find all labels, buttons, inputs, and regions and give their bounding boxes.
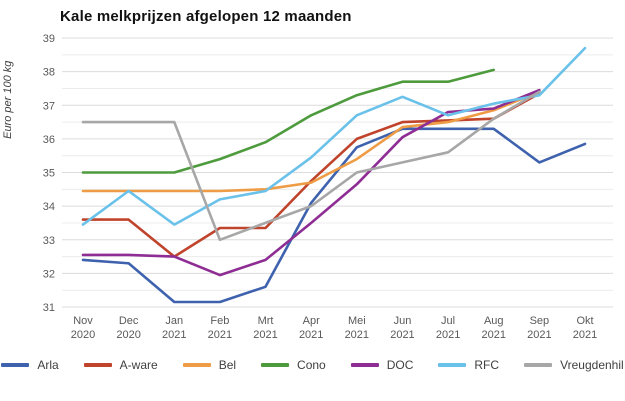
x-tick-label: Jul 2021: [436, 315, 460, 341]
legend-item-bel: Bel: [182, 358, 237, 372]
x-tick-label: Mei 2021: [345, 315, 369, 341]
y-tick-label: 35: [43, 168, 55, 180]
y-tick-label: 37: [43, 100, 55, 112]
legend-swatch-icon: [83, 363, 112, 367]
y-tick-label: 34: [43, 201, 55, 213]
x-tick-label: Jan 2021: [162, 315, 186, 341]
legend-label: DOC: [386, 358, 414, 372]
plot-area: 31 32 33 34 35 36 37 38 39 Nov 2020 Dec 2020 Jan 2021 F…: [43, 33, 613, 341]
series-line-arla: [81, 127, 587, 304]
legend-item-doc: DOC: [350, 358, 414, 372]
x-tick-label: Mrt 2021: [253, 315, 277, 341]
x-tick-label: Nov 2020: [71, 315, 95, 341]
legend-swatch-icon: [261, 363, 290, 367]
x-tick-label: Apr 2021: [299, 315, 323, 341]
legend-item-cono: Cono: [261, 358, 326, 372]
chart-title: Kale melkprijzen afgelopen 12 maanden: [60, 8, 352, 25]
x-tick-label: Okt 2021: [573, 315, 597, 341]
series-line-bel: [81, 90, 541, 193]
legend-swatch-icon: [438, 363, 467, 367]
legend-item-a-ware: A-ware: [83, 358, 158, 372]
y-tick-label: 32: [43, 268, 55, 280]
y-axis-ticks: 31 32 33 34 35 36 37 38 39: [43, 33, 55, 314]
x-tick-label: Dec 2020: [116, 315, 140, 341]
legend-label: Cono: [297, 358, 326, 372]
series-line-vreugdenhil: [81, 90, 541, 242]
legend-item-vreugdenhil: Vreugdenhil: [524, 358, 624, 372]
legend-swatch-icon: [1, 363, 30, 367]
legend-label: RFC: [474, 358, 500, 372]
legend-swatch-icon: [350, 363, 379, 367]
x-tick-label: Feb 2021: [208, 315, 232, 341]
y-tick-label: 33: [43, 235, 55, 247]
legend-label: Vreugdenhil: [560, 358, 624, 372]
x-axis-labels: Nov 2020 Dec 2020 Jan 2021 Feb 2021 Mrt 2021 Apr 20…: [71, 315, 597, 341]
legend: Arla A-ware Bel Cono DOC RFC Vreugdenhil: [0, 358, 625, 372]
series-line-rfc: [81, 46, 587, 226]
y-tick-label: 36: [43, 134, 55, 146]
y-tick-label: 31: [43, 302, 55, 314]
x-tick-label: Jun 2021: [390, 315, 414, 341]
legend-item-arla: Arla: [1, 358, 59, 372]
legend-swatch-icon: [524, 363, 553, 367]
series-line-a-ware: [81, 92, 541, 258]
legend-label: A-ware: [119, 358, 158, 372]
x-tick-label: Aug 2021: [481, 315, 505, 341]
series-line-cono: [81, 68, 495, 174]
legend-item-rfc: RFC: [438, 358, 499, 372]
y-tick-label: 38: [43, 67, 55, 79]
legend-label: Bel: [218, 358, 237, 372]
y-tick-label: 39: [43, 33, 55, 45]
legend-label: Arla: [37, 358, 59, 372]
x-tick-label: Sep 2021: [527, 315, 551, 341]
legend-swatch-icon: [182, 363, 211, 367]
